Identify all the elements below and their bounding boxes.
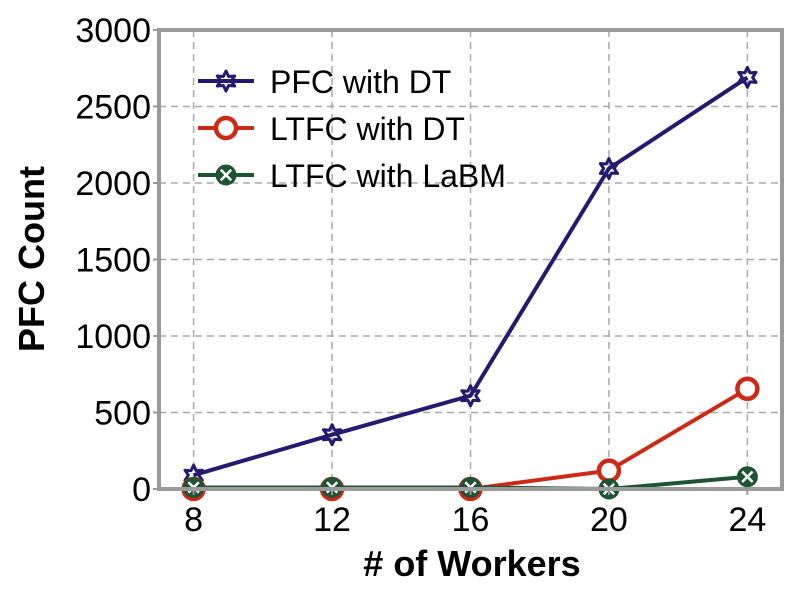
y-tick-label: 2000 <box>75 165 151 203</box>
data-point-ltfc-with-dt <box>735 376 760 402</box>
data-point-pfc-with-dt <box>737 65 758 89</box>
legend-item-ltfc-with-labm: LTFC with LaBM <box>198 158 506 194</box>
y-tick-label: 1000 <box>75 318 151 356</box>
x-tick-label: 12 <box>313 501 351 539</box>
legend: PFC with DT LTFC with DT LTFC with LaBM <box>198 64 506 194</box>
data-point-pfc-with-dt <box>321 423 343 447</box>
y-tick-label: 0 <box>132 471 151 509</box>
legend-marker <box>215 164 237 186</box>
y-tick-label: 500 <box>94 395 151 433</box>
legend-item-ltfc-with-dt: LTFC with DT <box>198 111 465 147</box>
grid <box>159 30 782 489</box>
y-tick-label: 1500 <box>75 242 151 280</box>
y-tick-label: 3000 <box>75 12 151 50</box>
legend-label: LTFC with DT <box>270 111 465 147</box>
legend-item-pfc-with-dt: PFC with DT <box>198 64 451 100</box>
x-tick-label: 20 <box>590 501 628 539</box>
data-point-ltfc-with-dt <box>596 458 622 483</box>
data-point-pfc-with-dt <box>598 157 620 180</box>
legend-label: PFC with DT <box>270 64 451 100</box>
data-point-ltfc-with-labm <box>736 466 758 488</box>
data-point-pfc-with-dt <box>460 384 481 408</box>
x-axis-ticks: 8 12 16 20 24 <box>184 489 766 539</box>
y-tick-label: 2500 <box>75 89 151 127</box>
series-line-pfc-with-dt <box>193 75 749 478</box>
y-axis-title: PFC Count <box>11 166 52 352</box>
legend-marker <box>215 69 237 93</box>
x-tick-label: 16 <box>452 501 490 539</box>
x-tick-label: 8 <box>184 501 203 539</box>
legend-label: LTFC with LaBM <box>270 158 506 194</box>
x-tick-label: 24 <box>728 501 766 539</box>
x-axis-title: # of Workers <box>363 543 580 584</box>
legend-marker <box>213 115 239 141</box>
y-axis-ticks: 0 500 1000 1500 2000 2500 3000 <box>75 12 159 509</box>
